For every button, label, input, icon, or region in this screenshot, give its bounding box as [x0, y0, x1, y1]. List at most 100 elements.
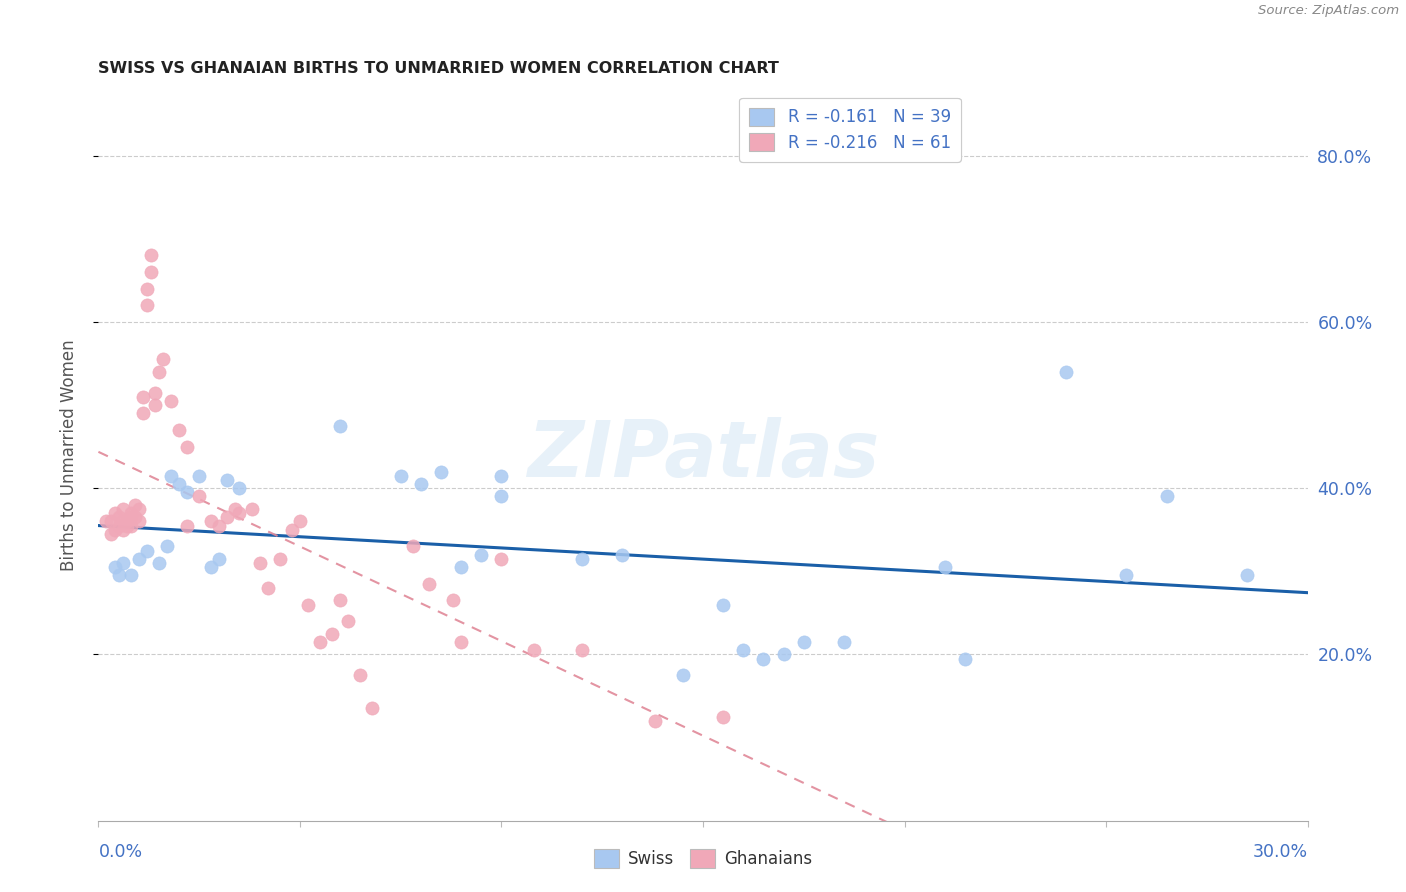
- Point: [132, 406, 155, 420]
- Text: 0.0%: 0.0%: [98, 843, 142, 861]
- Point: [208, 518, 231, 533]
- Point: [120, 506, 142, 520]
- Point: [100, 515, 122, 529]
- Point: [124, 510, 146, 524]
- Point: [612, 548, 634, 562]
- Y-axis label: Births to Unmarried Women: Births to Unmarried Women: [59, 339, 77, 571]
- Point: [135, 282, 157, 296]
- Point: [100, 527, 122, 541]
- Point: [1236, 568, 1258, 582]
- Point: [450, 635, 472, 649]
- Point: [176, 440, 198, 454]
- Point: [143, 398, 166, 412]
- Point: [832, 635, 855, 649]
- Point: [208, 551, 231, 566]
- Point: [115, 518, 138, 533]
- Point: [120, 510, 142, 524]
- Point: [711, 598, 734, 612]
- Point: [491, 490, 513, 504]
- Point: [200, 515, 222, 529]
- Point: [470, 548, 492, 562]
- Text: 30.0%: 30.0%: [1253, 843, 1308, 861]
- Point: [288, 515, 311, 529]
- Point: [672, 668, 695, 682]
- Point: [217, 510, 239, 524]
- Point: [409, 477, 432, 491]
- Point: [132, 390, 155, 404]
- Point: [571, 643, 593, 657]
- Point: [228, 506, 250, 520]
- Point: [111, 502, 134, 516]
- Point: [139, 248, 162, 262]
- Point: [733, 643, 755, 657]
- Point: [160, 393, 183, 408]
- Point: [711, 710, 734, 724]
- Point: [176, 485, 198, 500]
- Point: [249, 556, 271, 570]
- Point: [139, 265, 162, 279]
- Point: [188, 468, 211, 483]
- Point: [329, 593, 352, 607]
- Point: [143, 385, 166, 400]
- Point: [337, 614, 360, 628]
- Text: ZIPatlas: ZIPatlas: [527, 417, 879, 493]
- Point: [491, 468, 513, 483]
- Point: [224, 502, 246, 516]
- Point: [120, 518, 142, 533]
- Point: [361, 701, 384, 715]
- Point: [1156, 490, 1178, 504]
- Point: [103, 560, 125, 574]
- Point: [160, 468, 183, 483]
- Point: [441, 593, 464, 607]
- Point: [135, 543, 157, 558]
- Point: [934, 560, 956, 574]
- Point: [953, 651, 976, 665]
- Point: [115, 515, 138, 529]
- Text: SWISS VS GHANAIAN BIRTHS TO UNMARRIED WOMEN CORRELATION CHART: SWISS VS GHANAIAN BIRTHS TO UNMARRIED WO…: [98, 61, 779, 76]
- Point: [240, 502, 263, 516]
- Point: [128, 551, 150, 566]
- Point: [107, 510, 129, 524]
- Point: [349, 668, 371, 682]
- Legend: Swiss, Ghanaians: Swiss, Ghanaians: [588, 843, 818, 875]
- Point: [152, 352, 174, 367]
- Point: [107, 518, 129, 533]
- Point: [111, 556, 134, 570]
- Point: [128, 515, 150, 529]
- Point: [430, 465, 453, 479]
- Point: [176, 518, 198, 533]
- Point: [491, 551, 513, 566]
- Point: [321, 626, 343, 640]
- Point: [111, 515, 134, 529]
- Point: [96, 515, 118, 529]
- Point: [571, 551, 593, 566]
- Point: [148, 365, 170, 379]
- Point: [135, 298, 157, 312]
- Point: [752, 651, 775, 665]
- Legend: R = -0.161   N = 39, R = -0.216   N = 61: R = -0.161 N = 39, R = -0.216 N = 61: [740, 97, 960, 161]
- Point: [200, 560, 222, 574]
- Point: [128, 502, 150, 516]
- Point: [772, 648, 794, 662]
- Point: [793, 635, 815, 649]
- Point: [389, 468, 412, 483]
- Point: [256, 581, 278, 595]
- Point: [107, 568, 129, 582]
- Point: [103, 506, 125, 520]
- Point: [188, 490, 211, 504]
- Point: [1054, 365, 1077, 379]
- Text: Source: ZipAtlas.com: Source: ZipAtlas.com: [1258, 4, 1399, 18]
- Point: [309, 635, 332, 649]
- Point: [402, 539, 425, 553]
- Point: [103, 523, 125, 537]
- Point: [167, 423, 190, 437]
- Point: [111, 523, 134, 537]
- Point: [1115, 568, 1137, 582]
- Point: [124, 498, 146, 512]
- Point: [523, 643, 546, 657]
- Point: [297, 598, 319, 612]
- Point: [281, 523, 304, 537]
- Point: [156, 539, 179, 553]
- Point: [269, 551, 291, 566]
- Point: [148, 556, 170, 570]
